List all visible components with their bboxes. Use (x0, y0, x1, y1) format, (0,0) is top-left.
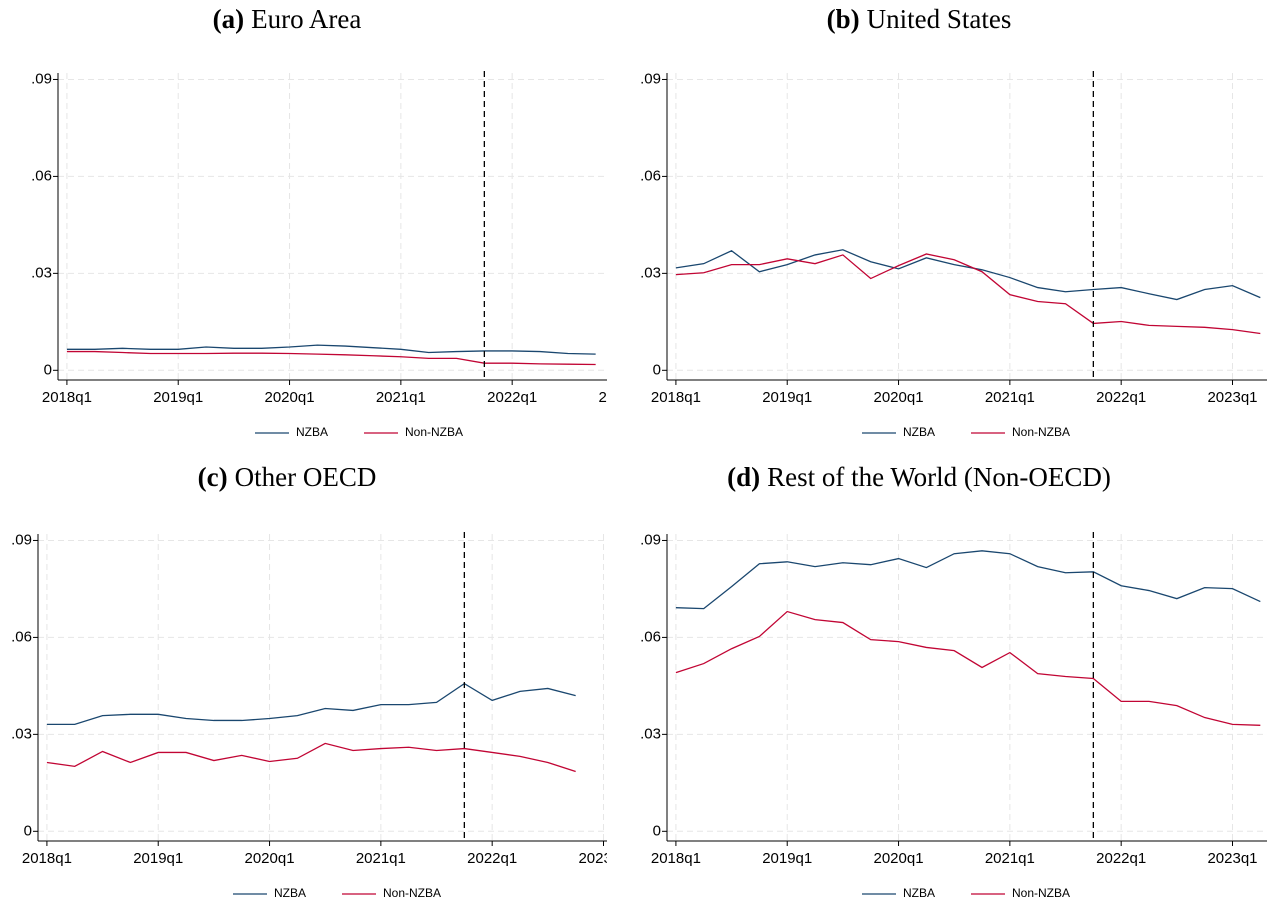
x-tick-label: 2019q1 (762, 850, 812, 867)
x-tick-label: 2018q1 (651, 389, 701, 406)
y-tick-label: .06 (11, 628, 32, 645)
y-tick-label: .03 (640, 264, 661, 281)
chart-panel: (b) United States 0 .03 .06 .09 2018q1 2019q1 20… (640, 4, 1267, 439)
x-tick-label: 2019q1 (762, 389, 812, 406)
x-tick-label: 2021q1 (985, 389, 1035, 406)
series-line (66, 350, 596, 366)
x-tick-label: 2021q1 (985, 850, 1035, 867)
x-tick-label: 2019q1 (153, 389, 203, 406)
series-line (46, 682, 576, 725)
x-tick-label: 2023q1 (578, 850, 607, 867)
legend-label: Non-NZBA (1012, 425, 1070, 439)
y-tick-label: .06 (640, 628, 661, 645)
panel-label: (b) (827, 4, 860, 34)
series-line (66, 344, 596, 355)
x-tick-label: 2020q1 (874, 389, 924, 406)
y-tick-label: 0 (24, 822, 32, 839)
chart-panel: (c) Other OECD 0 .03 .06 .09 2018q1 2019q1 2020q… (11, 462, 607, 900)
y-tick-label: 0 (44, 361, 52, 378)
y-tick-label: 0 (653, 822, 661, 839)
legend-label: NZBA (296, 425, 328, 439)
x-tick-label: 2022q1 (1096, 389, 1146, 406)
y-tick-label: .06 (31, 167, 52, 184)
x-tick-label: 2018q1 (42, 389, 92, 406)
chart-panel: (a) Euro Area 0 .03 .06 .09 2018q1 2019q1 2020q1… (31, 4, 607, 439)
x-tick-label: 2022q1 (467, 850, 517, 867)
series-line (675, 253, 1261, 335)
x-tick-label: 2021q1 (376, 389, 426, 406)
legend-label: Non-NZBA (1012, 886, 1070, 900)
panel-title: (c) Other OECD (198, 462, 377, 492)
legend-label: Non-NZBA (405, 425, 463, 439)
x-tick-label: 2021q1 (356, 850, 406, 867)
legend-label: NZBA (903, 425, 935, 439)
panel-title-text: Rest of the World (Non-OECD) (767, 462, 1111, 492)
x-tick-label: 2018q1 (651, 850, 701, 867)
x-tick-label: 2022q1 (1096, 850, 1146, 867)
x-tick-label: 2020q1 (265, 389, 315, 406)
panel-title: (d) Rest of the World (Non-OECD) (727, 462, 1111, 492)
chart-panel: (d) Rest of the World (Non-OECD) 0 .03 .06 .0… (640, 462, 1267, 900)
y-tick-label: 0 (653, 361, 661, 378)
y-tick-label: .03 (640, 725, 661, 742)
panel-label: (c) (198, 462, 228, 492)
panel-label: (a) (213, 4, 244, 34)
y-tick-label: .06 (640, 167, 661, 184)
y-tick-label: .09 (640, 70, 661, 87)
y-tick-label: .03 (11, 725, 32, 742)
panel-title-text: Other OECD (235, 462, 377, 492)
panel-title: (b) United States (827, 4, 1012, 34)
series-line (675, 610, 1261, 726)
x-tick-label: 2023q1 (598, 389, 607, 406)
x-tick-label: 2018q1 (22, 850, 72, 867)
series-line (46, 742, 576, 773)
series-line (675, 249, 1261, 301)
x-tick-label: 2020q1 (245, 850, 295, 867)
panel-title: (a) Euro Area (213, 4, 362, 34)
panel-title-text: United States (867, 4, 1012, 34)
series-line (675, 550, 1261, 610)
panel-title-text: Euro Area (251, 4, 361, 34)
legend-label: NZBA (274, 886, 306, 900)
x-tick-label: 2023q1 (1207, 850, 1257, 867)
y-tick-label: .03 (31, 264, 52, 281)
x-tick-label: 2020q1 (874, 850, 924, 867)
panel-label: (d) (727, 462, 760, 492)
y-tick-label: .09 (640, 531, 661, 548)
legend-label: Non-NZBA (383, 886, 441, 900)
x-tick-label: 2022q1 (487, 389, 537, 406)
y-tick-label: .09 (31, 70, 52, 87)
x-tick-label: 2019q1 (133, 850, 183, 867)
x-tick-label: 2023q1 (1207, 389, 1257, 406)
y-tick-label: .09 (11, 531, 32, 548)
legend-label: NZBA (903, 886, 935, 900)
